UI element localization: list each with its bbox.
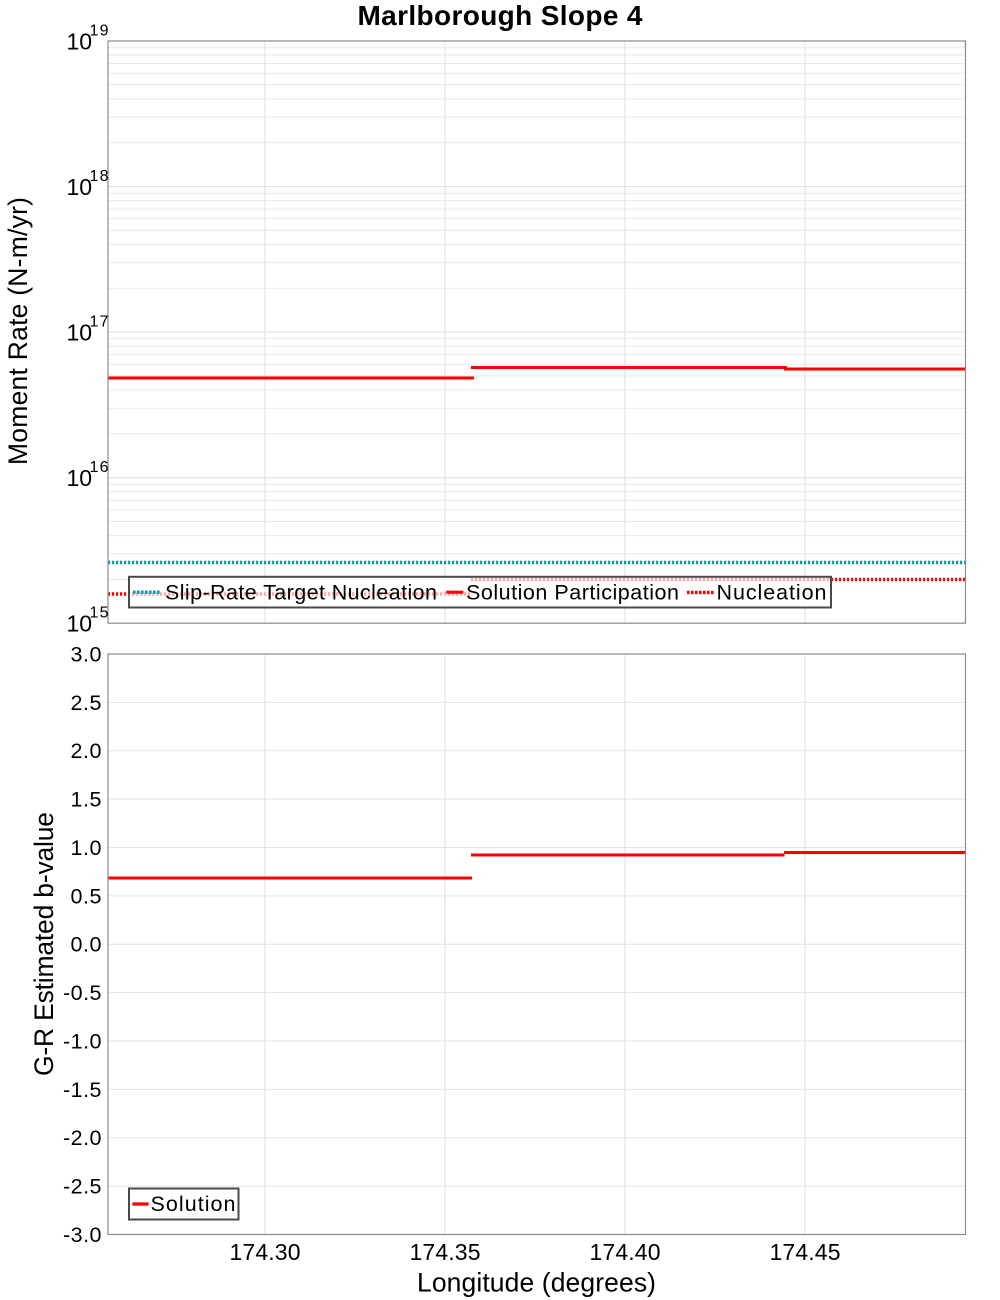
svg-text:10: 10: [67, 174, 93, 200]
svg-text:15: 15: [90, 605, 109, 622]
svg-text:1.0: 1.0: [71, 836, 102, 860]
svg-text:Slip-Rate Target Nucleation: Slip-Rate Target Nucleation: [165, 581, 437, 605]
svg-text:G-R Estimated b-value: G-R Estimated b-value: [29, 812, 59, 1076]
svg-text:2.0: 2.0: [71, 739, 102, 763]
svg-text:174.30: 174.30: [230, 1239, 301, 1265]
svg-text:174.40: 174.40: [590, 1239, 661, 1265]
svg-text:17: 17: [90, 314, 109, 331]
svg-text:-2.5: -2.5: [63, 1175, 102, 1199]
svg-text:0.0: 0.0: [71, 933, 102, 957]
svg-text:Longitude (degrees): Longitude (degrees): [417, 1268, 656, 1298]
svg-text:10: 10: [67, 465, 93, 491]
svg-text:0.5: 0.5: [71, 884, 102, 908]
svg-text:-3.0: -3.0: [63, 1223, 102, 1247]
svg-text:19: 19: [90, 22, 109, 39]
svg-text:2.5: 2.5: [71, 691, 102, 715]
svg-text:18: 18: [90, 168, 109, 185]
svg-text:174.35: 174.35: [410, 1239, 481, 1265]
svg-text:174.45: 174.45: [770, 1239, 841, 1265]
svg-text:3.0: 3.0: [71, 642, 102, 666]
svg-text:-1.0: -1.0: [63, 1029, 102, 1053]
svg-text:16: 16: [90, 459, 109, 476]
svg-text:10: 10: [67, 320, 93, 346]
svg-text:-2.0: -2.0: [63, 1126, 102, 1150]
svg-text:Moment Rate (N-m/yr): Moment Rate (N-m/yr): [3, 197, 33, 465]
svg-text:10: 10: [67, 611, 93, 637]
svg-text:Solution Participation: Solution Participation: [466, 581, 679, 605]
svg-text:10: 10: [67, 28, 93, 54]
svg-text:Solution: Solution: [151, 1192, 236, 1216]
svg-text:-0.5: -0.5: [63, 981, 102, 1005]
svg-text:Marlborough Slope 4: Marlborough Slope 4: [358, 0, 643, 31]
svg-text:-1.5: -1.5: [63, 1078, 102, 1102]
svg-text:1.5: 1.5: [71, 788, 102, 812]
svg-text:Nucleation: Nucleation: [717, 581, 827, 605]
